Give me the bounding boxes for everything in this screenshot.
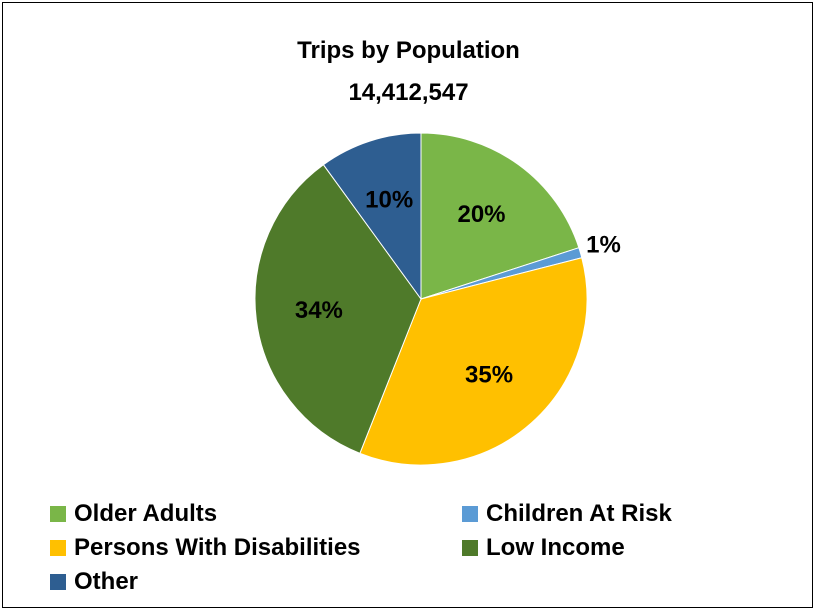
pie-chart: 20% 1% 35% 34% 10% (254, 132, 621, 466)
legend-swatch (50, 540, 66, 556)
pie-slice-other (322, 132, 422, 301)
legend-swatch (50, 506, 66, 522)
legend-swatch (462, 540, 478, 556)
pie-data-label: 35% (465, 362, 513, 389)
pie-slice-older-adults (420, 132, 580, 300)
legend-swatch (50, 574, 66, 590)
pie-data-label: 1% (586, 231, 621, 258)
legend-label: Persons With Disabilities (74, 534, 361, 561)
legend-label: Older Adults (74, 500, 218, 527)
legend-item-other: Other (50, 568, 138, 596)
pie-data-label: 34% (295, 297, 343, 324)
legend-label: Low Income (486, 534, 625, 561)
legend-item-children-at-risk: Children At Risk (462, 500, 672, 528)
chart-title: Trips by Population (297, 37, 520, 64)
pie-data-label: 20% (457, 201, 505, 228)
chart-subtitle: 14,412,547 (348, 79, 469, 106)
pie-slice-low-income (254, 164, 422, 454)
legend-label: Children At Risk (486, 500, 672, 527)
legend-item-older-adults: Older Adults (50, 500, 217, 528)
legend-swatch (462, 506, 478, 522)
legend-label: Other (74, 568, 139, 595)
pie-slice-persons-with-disabilities (359, 257, 588, 466)
legend-item-low-income: Low Income (462, 534, 625, 562)
legend-item-persons-with-disabilities: Persons With Disabilities (50, 534, 361, 562)
pie-data-label: 10% (365, 186, 413, 213)
